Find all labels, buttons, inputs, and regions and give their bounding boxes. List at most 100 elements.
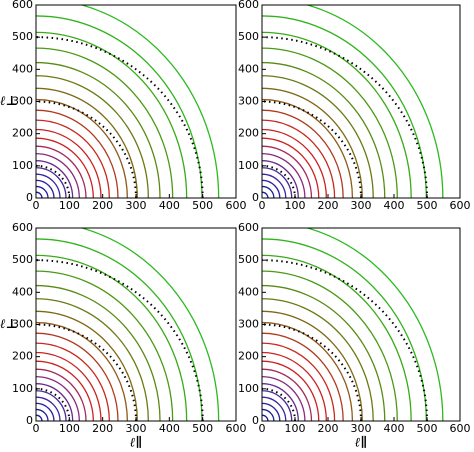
contour-line bbox=[304, 228, 444, 421]
contour-line bbox=[36, 351, 102, 421]
contour-line bbox=[36, 402, 55, 421]
contour-line bbox=[36, 375, 80, 421]
y-axis-label: ℓ⊥ bbox=[0, 317, 18, 332]
contour-line bbox=[36, 160, 74, 198]
contour-line bbox=[262, 284, 386, 421]
x-tick-label: 0 bbox=[259, 199, 266, 212]
contour-line bbox=[262, 396, 287, 421]
contour-line bbox=[36, 310, 138, 421]
contour-line bbox=[262, 167, 293, 198]
reference-circle bbox=[262, 387, 296, 421]
contour-line bbox=[262, 310, 363, 421]
x-tick-label: 600 bbox=[226, 422, 247, 435]
x-tick-label: 200 bbox=[318, 422, 339, 435]
contour-line bbox=[262, 128, 327, 198]
x-tick-label: 500 bbox=[417, 422, 438, 435]
contour-line bbox=[36, 332, 119, 421]
contour-line bbox=[262, 368, 313, 421]
y-tick-label: 100 bbox=[238, 382, 259, 395]
contour-line bbox=[36, 47, 174, 198]
contour-line bbox=[36, 368, 87, 421]
reference-circle bbox=[36, 36, 204, 198]
y-tick-label: 300 bbox=[238, 95, 259, 108]
y-tick-label: 200 bbox=[12, 127, 33, 140]
contour-line bbox=[36, 173, 61, 198]
reference-circle bbox=[36, 259, 204, 421]
y-tick-label: 600 bbox=[238, 221, 259, 234]
contour-line bbox=[36, 408, 49, 421]
x-tick-label: 500 bbox=[417, 199, 438, 212]
contour-line bbox=[262, 179, 281, 198]
contour-line bbox=[262, 160, 299, 198]
y-tick-label: 300 bbox=[12, 95, 33, 108]
x-tick-label: 100 bbox=[59, 199, 80, 212]
reference-circle bbox=[262, 323, 362, 421]
x-tick-label: 200 bbox=[92, 199, 113, 212]
reference-circle bbox=[36, 387, 71, 421]
plot-frame bbox=[261, 227, 461, 422]
contour-line bbox=[36, 109, 119, 198]
contour-line bbox=[36, 390, 67, 421]
contour-line bbox=[262, 402, 281, 421]
contour-line bbox=[262, 254, 412, 421]
reference-circle bbox=[262, 164, 296, 198]
y-tick-label: 500 bbox=[238, 30, 259, 43]
contour-line bbox=[36, 360, 94, 421]
contour-line bbox=[262, 109, 344, 198]
x-tick-label: 400 bbox=[384, 422, 405, 435]
contour-line bbox=[262, 332, 344, 421]
reference-circle bbox=[36, 164, 71, 198]
y-axis-label: ℓ⊥ bbox=[0, 94, 18, 109]
contour-line bbox=[262, 87, 363, 198]
contour-line bbox=[36, 98, 128, 198]
reference-circle bbox=[36, 100, 137, 198]
x-tick-label: 300 bbox=[351, 199, 372, 212]
x-tick-label: 100 bbox=[285, 422, 306, 435]
x-tick-label: 200 bbox=[92, 422, 113, 435]
y-tick-label: 400 bbox=[238, 285, 259, 298]
y-tick-label: 400 bbox=[12, 285, 33, 298]
contour-line bbox=[262, 375, 306, 421]
contour-line bbox=[262, 31, 412, 198]
contour-line bbox=[262, 61, 386, 198]
y-tick-label: 600 bbox=[12, 0, 33, 11]
plot-frame bbox=[35, 4, 237, 199]
contour-line bbox=[36, 270, 174, 421]
contour-line bbox=[262, 342, 336, 421]
contour-line bbox=[79, 5, 220, 198]
panel bbox=[262, 228, 444, 421]
contour-line bbox=[36, 152, 80, 198]
contour-line bbox=[262, 360, 320, 421]
contour-line bbox=[36, 61, 161, 198]
x-axis-label: ℓ∥ bbox=[130, 436, 142, 451]
contour-line bbox=[36, 191, 43, 198]
contour-line bbox=[36, 254, 188, 421]
x-axis-label: ℓ∥ bbox=[355, 436, 367, 451]
x-tick-label: 300 bbox=[351, 422, 372, 435]
contour-line bbox=[36, 284, 161, 421]
y-tick-label: 0 bbox=[26, 191, 33, 204]
contour-line bbox=[262, 191, 269, 198]
contour-line bbox=[36, 167, 67, 198]
y-tick-label: 0 bbox=[252, 414, 259, 427]
x-tick-label: 200 bbox=[318, 199, 339, 212]
contour-line bbox=[262, 152, 306, 198]
contour-line bbox=[262, 383, 299, 421]
contour-line bbox=[36, 119, 110, 198]
contour-line bbox=[262, 321, 354, 421]
panel bbox=[36, 5, 220, 198]
y-tick-label: 400 bbox=[238, 62, 259, 75]
y-tick-label: 300 bbox=[238, 318, 259, 331]
contour-line bbox=[304, 5, 444, 198]
panel bbox=[262, 5, 444, 198]
contour-line bbox=[36, 414, 43, 421]
contour-line bbox=[262, 145, 313, 198]
contour-line bbox=[262, 351, 327, 421]
x-tick-label: 600 bbox=[450, 199, 471, 212]
contour-line bbox=[36, 298, 149, 421]
x-tick-label: 500 bbox=[192, 422, 213, 435]
x-tick-label: 0 bbox=[259, 422, 266, 435]
panel bbox=[36, 228, 220, 421]
x-tick-label: 400 bbox=[159, 422, 180, 435]
reference-circle bbox=[262, 100, 362, 198]
